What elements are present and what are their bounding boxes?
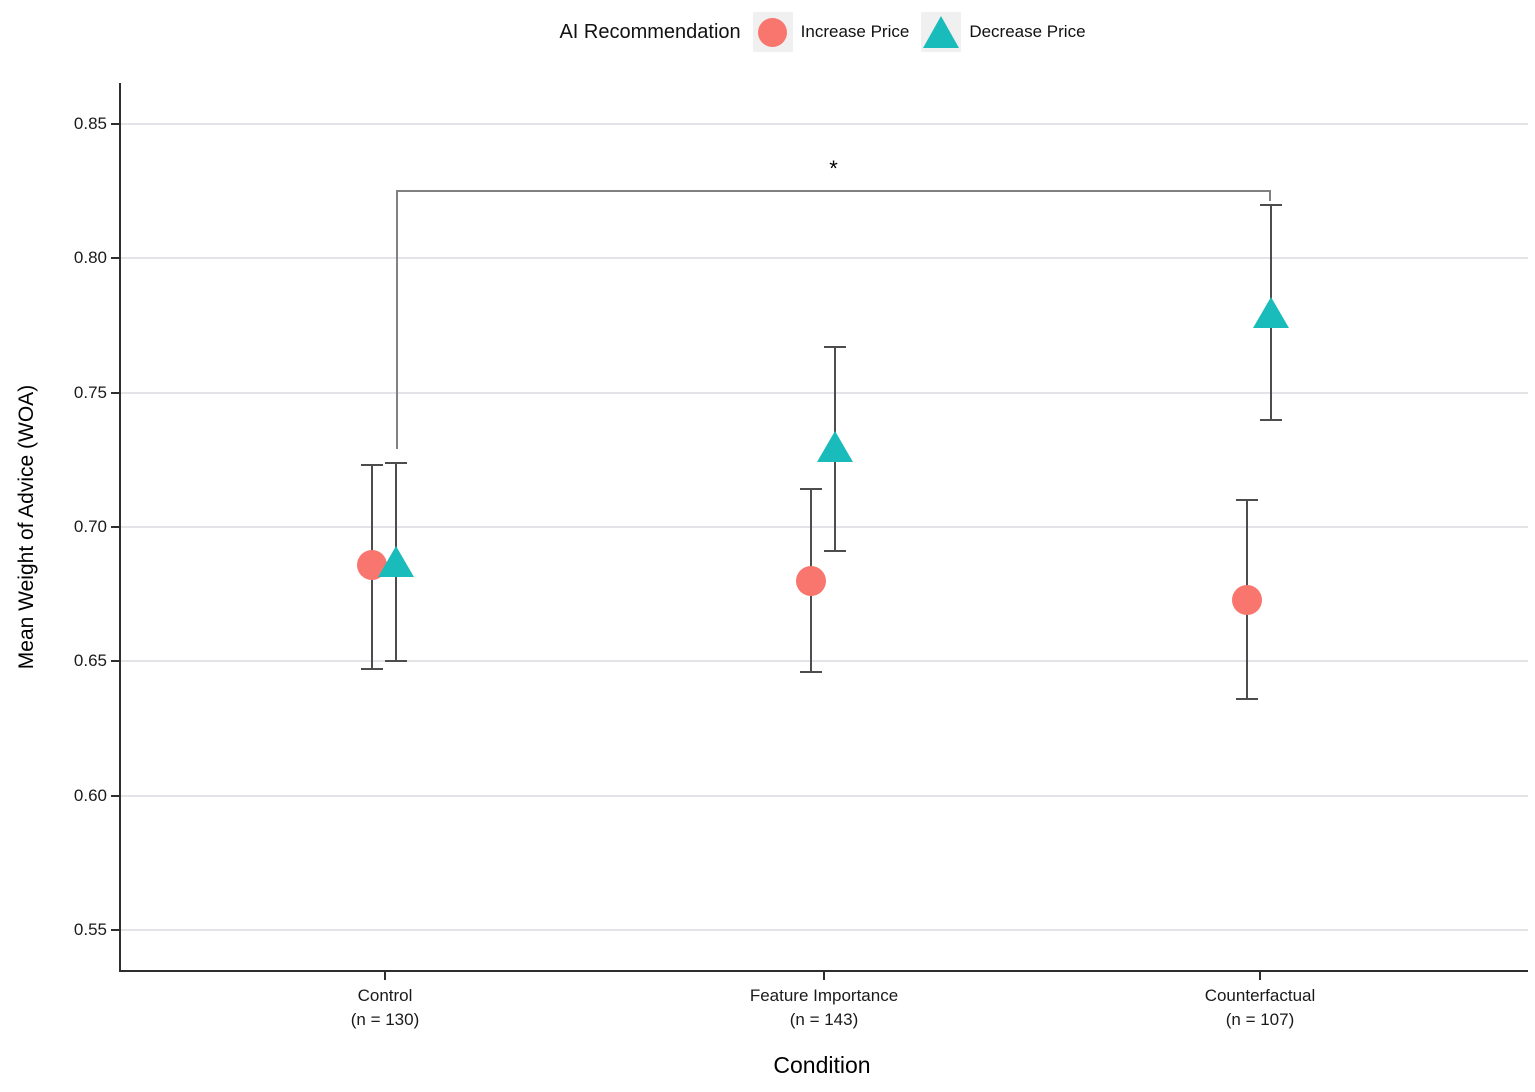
legend-item-label: Decrease Price xyxy=(969,22,1086,41)
legend-key-box xyxy=(921,12,962,52)
x-axis-title: Condition xyxy=(773,1052,871,1078)
decrease-price-triangle-icon xyxy=(923,16,960,48)
y-tick-label: 0.85 xyxy=(73,114,107,133)
y-tick-mark xyxy=(111,660,119,663)
y-tick-mark xyxy=(111,526,119,528)
y-tick-mark xyxy=(111,257,119,260)
error-bar-cap-bottom xyxy=(1236,697,1258,700)
y-gridline xyxy=(121,123,1528,125)
x-axis-line xyxy=(119,970,1528,972)
x-category-n: (n = 143) xyxy=(789,1010,859,1029)
increase-price-circle-icon xyxy=(758,17,788,47)
x-tick-label: Feature Importance (n = 143) xyxy=(674,984,974,1032)
error-bar-cap-bottom xyxy=(385,660,407,663)
error-bar-cap-top xyxy=(824,345,846,348)
y-gridline xyxy=(121,660,1528,663)
legend-key-box xyxy=(752,12,793,52)
significance-bracket-bar xyxy=(396,189,1271,192)
x-tick-label: Control (n = 130) xyxy=(235,984,535,1032)
error-bar-cap-top xyxy=(385,461,407,464)
x-tick-mark xyxy=(1259,972,1261,980)
error-bar-cap-top xyxy=(1236,499,1258,502)
y-tick-mark xyxy=(111,123,119,125)
x-category-n: (n = 130) xyxy=(350,1010,420,1029)
error-bar-cap-bottom xyxy=(800,671,822,674)
x-category-name: Control xyxy=(357,986,413,1005)
x-category-name: Counterfactual xyxy=(1204,986,1316,1005)
x-category-name: Feature Importance xyxy=(749,986,899,1005)
y-gridline xyxy=(121,794,1528,797)
error-bar-cap-top xyxy=(800,488,822,491)
legend-title: AI Recommendation xyxy=(559,20,741,43)
y-gridline xyxy=(121,929,1528,931)
legend-item-decrease-price: Decrease Price xyxy=(921,12,1086,52)
y-tick-label: 0.55 xyxy=(73,920,107,939)
significance-asterisk: * xyxy=(829,155,838,181)
error-bar-cap-bottom xyxy=(1260,418,1282,421)
y-tick-mark xyxy=(111,794,119,797)
marker-circle-increase-price xyxy=(796,565,826,596)
x-tick-mark xyxy=(384,972,386,980)
marker-triangle-decrease-price xyxy=(378,546,414,578)
y-gridline xyxy=(121,391,1528,394)
legend-item-label: Increase Price xyxy=(800,22,910,41)
y-tick-label: 0.70 xyxy=(73,517,107,536)
marker-circle-increase-price xyxy=(1232,584,1262,615)
y-tick-label: 0.75 xyxy=(73,382,107,402)
y-axis-line xyxy=(119,83,121,972)
y-gridline xyxy=(121,257,1528,260)
error-bar-cap-top xyxy=(1260,203,1282,206)
significance-bracket-right-tail xyxy=(1269,189,1271,201)
error-bar-cap-bottom xyxy=(361,668,383,671)
marker-triangle-decrease-price xyxy=(1253,296,1289,328)
x-tick-label: Counterfactual (n = 107) xyxy=(1110,984,1410,1032)
y-tick-label: 0.80 xyxy=(73,248,107,268)
legend-item-increase-price: Increase Price xyxy=(752,12,910,52)
y-tick-mark xyxy=(111,929,119,931)
x-category-n: (n = 107) xyxy=(1225,1010,1295,1029)
y-gridline xyxy=(121,526,1528,528)
y-tick-mark xyxy=(111,391,119,394)
legend: AI Recommendation Increase Price Decreas… xyxy=(120,8,1525,56)
significance-bracket-left-tail xyxy=(396,189,398,450)
marker-triangle-decrease-price xyxy=(817,430,853,462)
x-tick-mark xyxy=(823,972,825,980)
y-tick-label: 0.60 xyxy=(73,785,107,805)
error-bar-cap-top xyxy=(361,464,383,467)
error-bar-cap-bottom xyxy=(824,550,846,553)
y-axis-title: Mean Weight of Advice (WOA) xyxy=(15,384,38,670)
y-tick-label: 0.65 xyxy=(73,651,107,671)
